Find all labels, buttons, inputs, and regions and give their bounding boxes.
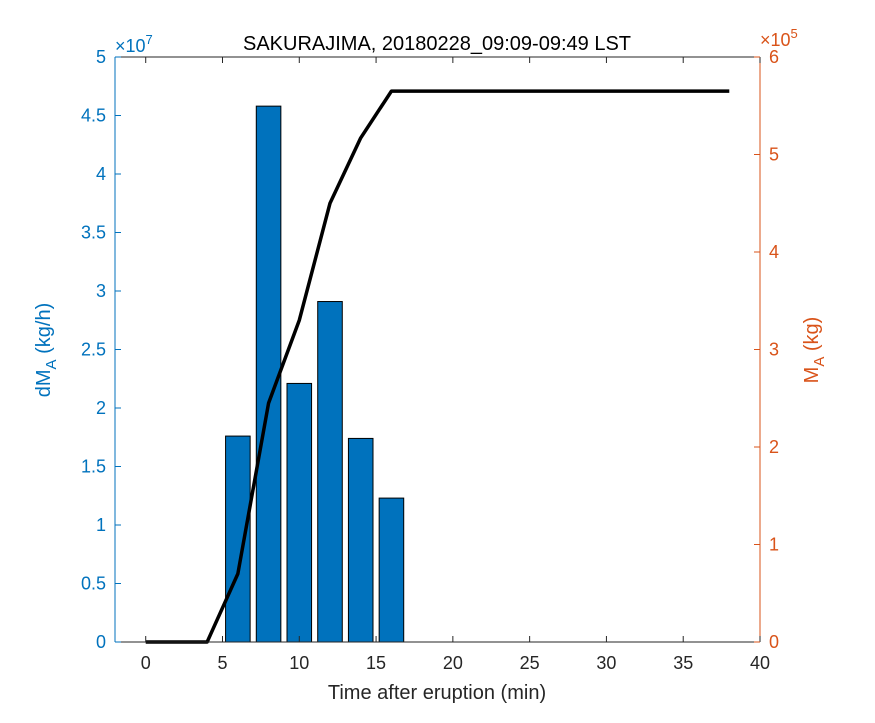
bar-4 xyxy=(347,437,374,643)
x-tick-label-1: 5 xyxy=(217,653,227,673)
right-y-axis-label: MA (kg) xyxy=(801,317,828,384)
x-axis-label: Time after eruption (min) xyxy=(328,682,546,704)
left-tick-label-2: 1 xyxy=(96,515,106,535)
bar-1 xyxy=(255,105,282,643)
x-tick-label-4: 20 xyxy=(443,653,463,673)
right-tick-label-0: 0 xyxy=(769,632,779,652)
right-tick-label-1: 1 xyxy=(769,535,779,555)
bar-0 xyxy=(225,435,251,643)
chart-title: SAKURAJIMA, 20180228_09:09-09:49 LST xyxy=(243,33,631,55)
left-tick-label-8: 4 xyxy=(96,164,106,184)
x-ticks: 0 5 10 15 20 25 30 35 40 xyxy=(141,57,770,673)
x-tick-label-2: 10 xyxy=(289,653,309,673)
left-ylabel-unit: (kg/h) xyxy=(33,303,55,360)
cumulative-mass-line xyxy=(145,89,730,644)
x-tick-label-6: 30 xyxy=(596,653,616,673)
left-tick-label-0: 0 xyxy=(96,632,106,652)
left-exponent-power: 7 xyxy=(146,32,153,47)
x-tick-label-7: 35 xyxy=(673,653,693,673)
bar-2 xyxy=(286,382,313,643)
bar-5 xyxy=(378,497,405,643)
right-tick-label-4: 4 xyxy=(769,242,779,262)
left-tick-label-6: 3 xyxy=(96,281,106,301)
right-tick-label-3: 3 xyxy=(769,340,779,360)
plot-area xyxy=(115,57,760,642)
bar-3 xyxy=(317,301,343,643)
right-exponent-base: ×10 xyxy=(760,30,791,50)
left-tick-label-10: 5 xyxy=(96,47,106,67)
left-ylabel-main: dM xyxy=(33,369,55,397)
left-exponent-base: ×10 xyxy=(115,36,146,56)
x-tick-label-5: 25 xyxy=(520,653,540,673)
right-tick-label-2: 2 xyxy=(769,437,779,457)
x-tick-label-3: 15 xyxy=(366,653,386,673)
right-tick-label-5: 5 xyxy=(769,145,779,165)
left-tick-label-4: 2 xyxy=(96,398,106,418)
left-tick-label-3: 1.5 xyxy=(81,457,106,477)
left-tick-label-9: 4.5 xyxy=(81,106,106,126)
left-tick-label-1: 0.5 xyxy=(81,574,106,594)
right-tick-label-6: 6 xyxy=(769,47,779,67)
left-axis-exponent: ×107 xyxy=(115,32,153,56)
bars-layer xyxy=(225,105,405,643)
right-ylabel-unit: (kg) xyxy=(801,317,823,357)
x-tick-label-0: 0 xyxy=(141,653,151,673)
line-layer xyxy=(145,89,730,644)
right-ylabel-sub: A xyxy=(811,357,828,367)
x-tick-label-8: 40 xyxy=(750,653,770,673)
left-tick-label-7: 3.5 xyxy=(81,223,106,243)
left-y-axis-label: dMA (kg/h) xyxy=(33,303,60,398)
left-tick-label-5: 2.5 xyxy=(81,340,106,360)
left-ylabel-sub: A xyxy=(43,359,60,369)
right-y-ticks: 0 1 2 3 4 5 6 xyxy=(754,47,779,652)
left-y-ticks: 0 0.5 1 1.5 2 2.5 3 3.5 4 4.5 5 xyxy=(81,47,121,652)
right-axis-exponent: ×105 xyxy=(760,26,798,50)
right-ylabel-main: M xyxy=(801,367,823,384)
right-exponent-power: 5 xyxy=(791,26,798,41)
